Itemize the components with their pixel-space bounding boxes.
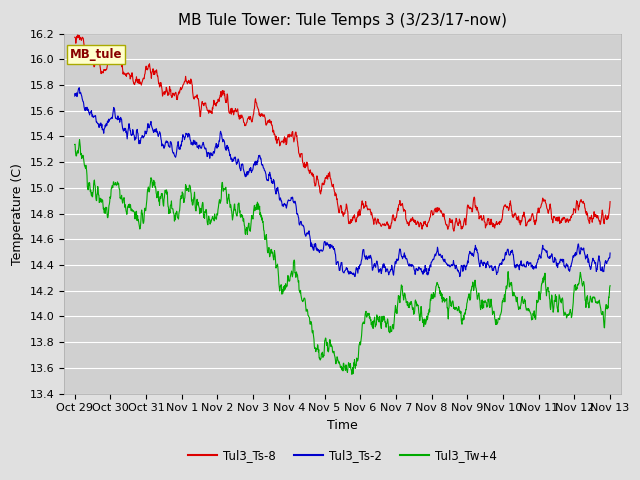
Text: MB_tule: MB_tule: [70, 48, 122, 61]
Tul3_Tw+4: [76, 137, 83, 143]
Tul3_Ts-2: [496, 261, 504, 266]
Tul3_Ts-8: [426, 216, 433, 221]
Tul3_Ts-8: [450, 228, 458, 234]
Tul3_Tw+4: [606, 283, 614, 288]
X-axis label: Time: Time: [327, 419, 358, 432]
Tul3_Ts-2: [543, 250, 551, 256]
Tul3_Ts-8: [71, 35, 79, 40]
Y-axis label: Temperature (C): Temperature (C): [11, 163, 24, 264]
Tul3_Ts-8: [177, 87, 185, 93]
Tul3_Tw+4: [426, 301, 434, 307]
Line: Tul3_Tw+4: Tul3_Tw+4: [75, 140, 610, 374]
Legend: Tul3_Ts-8, Tul3_Ts-2, Tul3_Tw+4: Tul3_Ts-8, Tul3_Ts-2, Tul3_Tw+4: [183, 444, 502, 467]
Tul3_Ts-8: [543, 206, 551, 212]
Tul3_Tw+4: [177, 193, 185, 199]
Tul3_Ts-2: [456, 274, 463, 279]
Tul3_Tw+4: [250, 204, 258, 210]
Tul3_Tw+4: [496, 313, 504, 319]
Tul3_Ts-2: [177, 144, 185, 149]
Tul3_Tw+4: [190, 194, 198, 200]
Tul3_Ts-8: [496, 218, 504, 224]
Tul3_Ts-2: [250, 162, 258, 168]
Title: MB Tule Tower: Tule Temps 3 (3/23/17-now): MB Tule Tower: Tule Temps 3 (3/23/17-now…: [178, 13, 507, 28]
Tul3_Ts-8: [74, 29, 81, 35]
Tul3_Tw+4: [348, 372, 356, 377]
Tul3_Tw+4: [71, 142, 79, 147]
Tul3_Ts-2: [606, 250, 614, 256]
Line: Tul3_Ts-2: Tul3_Ts-2: [75, 88, 610, 276]
Line: Tul3_Ts-8: Tul3_Ts-8: [75, 32, 610, 231]
Tul3_Ts-2: [76, 85, 83, 91]
Tul3_Ts-8: [250, 107, 258, 112]
Tul3_Tw+4: [543, 286, 551, 292]
Tul3_Ts-8: [190, 96, 198, 102]
Tul3_Ts-2: [426, 264, 433, 269]
Tul3_Ts-8: [606, 199, 614, 204]
Tul3_Ts-2: [190, 141, 198, 147]
Tul3_Ts-2: [71, 93, 79, 99]
